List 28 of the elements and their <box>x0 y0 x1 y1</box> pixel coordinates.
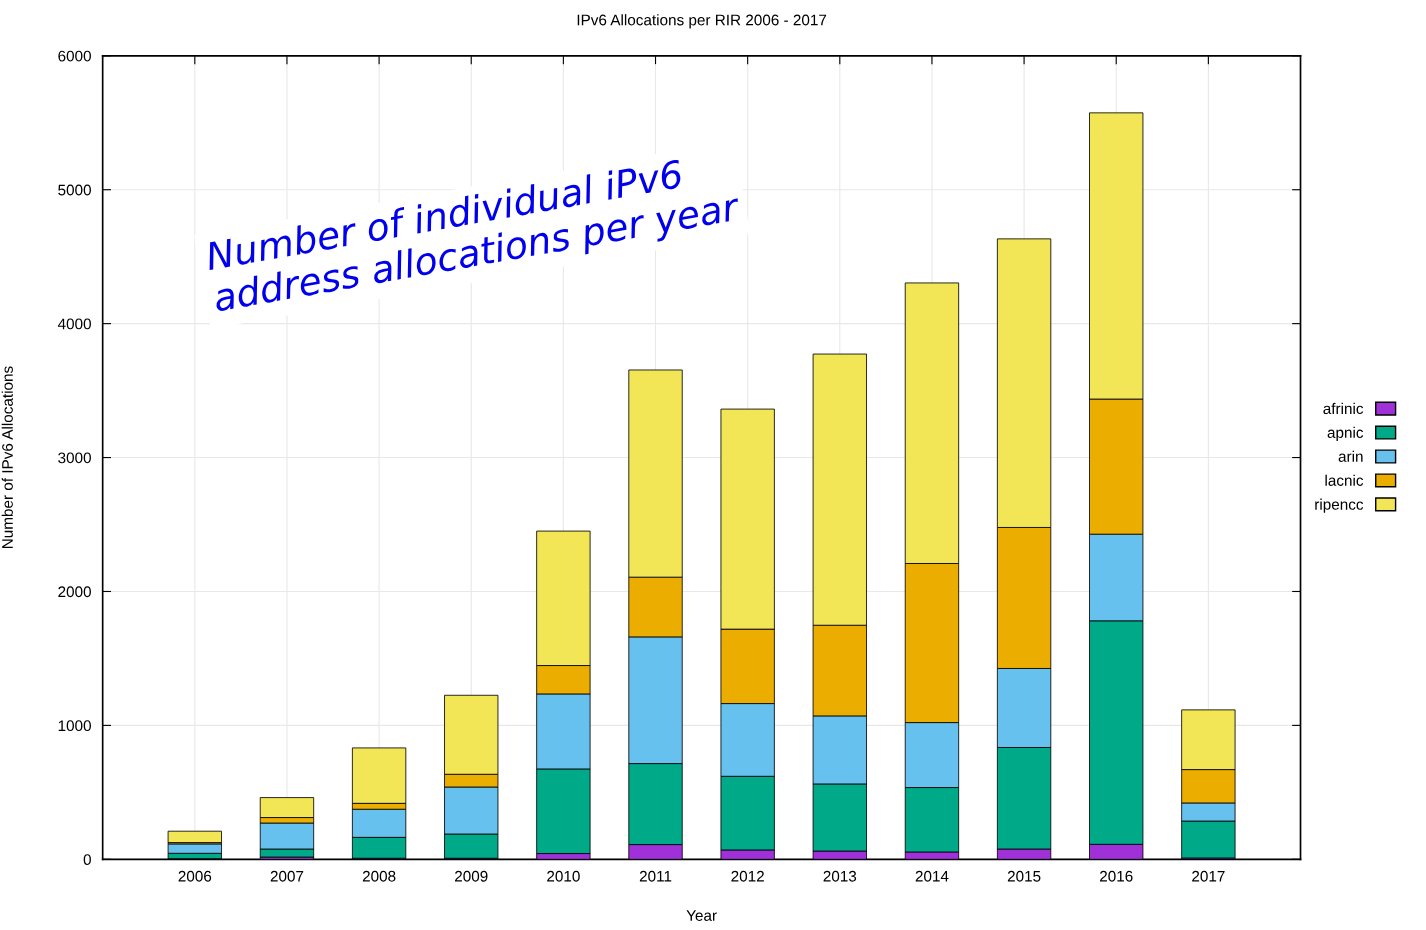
annotation: Number of individual iPv6 address allocations per year <box>204 158 743 320</box>
y-tick-label: 1000 <box>58 720 91 732</box>
x-tick-label: 2015 <box>1007 870 1041 882</box>
y-tick-label: 5000 <box>58 184 91 196</box>
y-axis-title: Number of IPv6 Allocations <box>1 366 13 549</box>
x-tick-label: 2017 <box>1192 870 1225 882</box>
x-tick-label: 2011 <box>639 870 672 882</box>
x-tick-label: 2010 <box>547 870 580 882</box>
legend-label: apnic <box>1327 426 1364 441</box>
y-tick-label: 2000 <box>58 586 91 598</box>
legend-label: lacnic <box>1325 474 1364 486</box>
x-tick-label: 2006 <box>178 870 212 882</box>
chart-title: IPv6 Allocations per RIR 2006 - 2017 <box>577 14 827 29</box>
x-tick-label: 2007 <box>270 870 304 882</box>
x-axis-title: Year <box>686 910 717 921</box>
y-tick-label: 0 <box>83 854 91 866</box>
x-tick-label: 2009 <box>455 870 488 882</box>
y-tick-label: 4000 <box>57 318 91 330</box>
legend-label: arin <box>1338 450 1363 462</box>
legend-label: ripencc <box>1315 498 1364 513</box>
y-tick-label: 3000 <box>58 452 91 464</box>
x-tick-label: 2012 <box>731 870 764 882</box>
x-tick-label: 2013 <box>823 870 857 882</box>
y-tick-label: 6000 <box>58 50 91 62</box>
legend-label: afrinic <box>1323 402 1364 415</box>
x-tick-label: 2014 <box>915 870 949 882</box>
x-tick-label: 2008 <box>362 870 396 882</box>
x-tick-label: 2016 <box>1100 870 1133 882</box>
